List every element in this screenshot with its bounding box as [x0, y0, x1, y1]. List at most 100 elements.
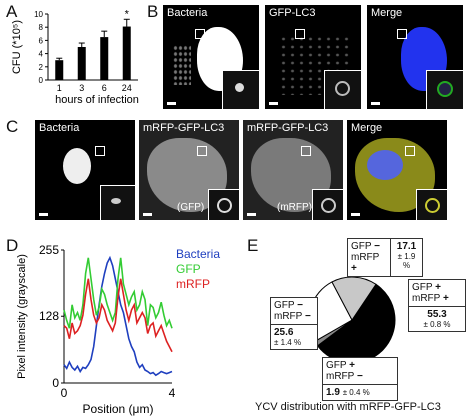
panel-b-title-gfp-lc3: GFP-LC3: [269, 7, 316, 19]
panel-c-gfp-image: mRFP-GFP-LC3 (GFP): [139, 120, 239, 220]
scale-bar: [269, 102, 278, 105]
y-tick-label: 255: [39, 243, 59, 257]
legend-entry-mrfp: mRFP: [176, 277, 210, 291]
label-mrfp-sign: −: [356, 371, 363, 382]
value-error: ± 1.4 %: [274, 338, 302, 347]
bacteria-speckles: [173, 45, 191, 85]
zoom-box: [195, 29, 205, 39]
label-gfp: GFP: [412, 282, 433, 293]
panel-c-title-bacteria: Bacteria: [39, 122, 80, 134]
panel-c-merge-image: Merge: [347, 120, 447, 220]
label-gfp-sign: −: [374, 241, 381, 252]
significance-star: *: [125, 8, 130, 20]
zoom-box: [295, 29, 305, 39]
inset-ring: [217, 198, 232, 213]
label-mrfp-sign: +: [442, 293, 449, 304]
zoom-inset: [324, 70, 361, 109]
panel-label-b: B: [147, 2, 159, 21]
bar: [122, 26, 131, 80]
value-percent: 55.3: [427, 309, 447, 320]
series-line-mrfp: [63, 278, 173, 353]
inset-dot: [235, 83, 244, 92]
value-percent: 25.6: [274, 327, 294, 338]
y-tick-label: 0: [39, 76, 44, 85]
panel-c-bacteria-image: Bacteria: [35, 120, 135, 220]
scale-bar: [167, 102, 176, 105]
y-tick-label: 8: [39, 23, 44, 32]
label-gfp: GFP: [274, 300, 295, 311]
y-tick-label: 4: [39, 50, 44, 59]
label-mrfp: mRFP: [274, 311, 303, 322]
label-mrfp: mRFP: [326, 371, 355, 382]
pie-label-gfp-minus-mrfp-minus: GFP − mRFP − 25.6 ± 1.4 %: [270, 297, 318, 350]
zoom-inset: [208, 189, 239, 220]
cell-blob: [63, 148, 91, 184]
channel-label-gfp: (GFP): [177, 202, 205, 213]
pie-slice: [331, 276, 377, 321]
inset-ring: [335, 81, 350, 96]
value-percent: 17.1: [396, 241, 417, 252]
x-axis-label: hours of infection: [55, 94, 139, 106]
panel-label-e: E: [247, 236, 259, 255]
zoom-inset: [426, 70, 463, 109]
pie-label-gfp-minus-mrfp-plus: GFP − mRFP + 17.1 ± 1.9 %: [347, 238, 423, 277]
value-percent: 1.9: [326, 387, 340, 398]
label-mrfp: mRFP: [412, 293, 441, 304]
inset-ring: [321, 198, 336, 213]
zoom-box: [405, 146, 415, 156]
y-tick-label: 10: [34, 10, 43, 19]
zoom-box: [301, 146, 311, 156]
label-gfp-sign: +: [349, 360, 356, 371]
merge-nucleus: [367, 150, 403, 180]
y-axis-label: CFU (*10⁵): [11, 20, 23, 74]
series-line-gfp: [63, 257, 173, 329]
scale-bar: [351, 213, 360, 216]
x-tick-label: 24: [122, 83, 132, 93]
bar: [100, 37, 109, 80]
y-axis-label: Pixel intensity (grayscale): [16, 254, 28, 379]
y-tick-label: 2: [39, 63, 44, 72]
x-tick-label: 3: [79, 83, 84, 93]
y-tick-label: 128: [39, 309, 59, 323]
y-tick-label: 6: [39, 36, 44, 45]
panel-c-title-gfp: mRFP-GFP-LC3: [143, 122, 225, 134]
label-gfp: GFP: [326, 360, 347, 371]
x-tick-label: 4: [169, 386, 176, 400]
x-tick-label: 6: [102, 83, 107, 93]
channel-label-mrfp: (mRFP): [277, 202, 312, 213]
legend-entry-bacteria: Bacteria: [176, 247, 220, 261]
zoom-box: [397, 29, 407, 39]
zoom-box: [197, 146, 207, 156]
panel-e-pie-chart: [308, 276, 396, 364]
label-gfp: GFP: [351, 241, 372, 252]
scale-bar: [247, 213, 256, 216]
panel-b-gfp-lc3-image: GFP-LC3: [265, 5, 361, 109]
x-tick-label: 1: [57, 83, 62, 93]
panel-label-c: C: [6, 117, 19, 136]
panel-c-mrfp-image: mRFP-GFP-LC3 (mRFP): [243, 120, 343, 220]
scale-bar: [371, 102, 380, 105]
value-error: ± 0.4 %: [342, 388, 370, 397]
label-mrfp-sign: −: [304, 311, 311, 322]
panel-b-title-bacteria: Bacteria: [167, 7, 208, 19]
pie-label-gfp-plus-mrfp-minus: GFP + mRFP − 1.9 ± 0.4 %: [322, 357, 398, 401]
zoom-inset: [312, 189, 343, 220]
inset-dot: [111, 198, 121, 204]
label-mrfp-sign: +: [351, 263, 357, 274]
x-axis-label: Position (μm): [83, 402, 154, 416]
panel-e-caption: YCV distribution with mRFP-GFP-LC3: [255, 401, 441, 413]
pie-label-gfp-plus-mrfp-plus: GFP + mRFP + 55.3 ± 0.8 %: [408, 279, 466, 332]
label-gfp-sign: −: [297, 300, 304, 311]
panel-b-title-merge: Merge: [371, 7, 403, 19]
y-tick-label: 0: [52, 376, 59, 390]
scale-bar: [39, 213, 48, 216]
zoom-inset: [100, 185, 135, 220]
panel-label-a: A: [6, 2, 18, 21]
inset-ring: [437, 81, 453, 97]
panel-b-merge-image: Merge: [367, 5, 463, 109]
bar: [77, 47, 86, 80]
zoom-inset: [222, 70, 259, 109]
value-error: ± 1.9 %: [397, 252, 416, 270]
